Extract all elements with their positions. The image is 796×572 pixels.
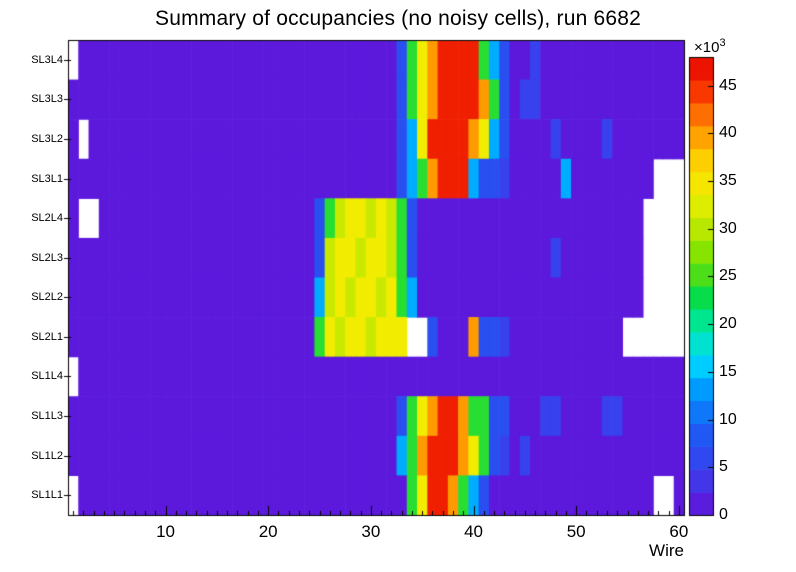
x-axis-tick-label: 60: [669, 522, 689, 541]
colorbar-scale-mantissa: ×10: [694, 39, 720, 56]
chart-title: Summary of occupancies (no noisy cells),…: [154, 7, 642, 30]
colorbar-tick-label: 10: [719, 410, 737, 428]
colorbar-tick-label: 35: [719, 172, 737, 190]
x-axis-title: Wire: [649, 541, 684, 560]
colorbar-tick-label: 15: [719, 362, 737, 380]
colorbar-scale-label: ×103: [694, 37, 726, 56]
colorbar-tick-label: 25: [719, 267, 737, 285]
x-axis-tick-label: 30: [361, 522, 381, 541]
colorbar-tick-label: 5: [719, 458, 728, 476]
y-axis-label: SL2L4: [31, 212, 63, 225]
x-axis-tick-label: 20: [258, 522, 278, 541]
x-axis-tick-label: 50: [566, 522, 586, 541]
colorbar-tick-label: 30: [719, 219, 737, 237]
y-axis-label: SL1L1: [31, 489, 63, 502]
x-axis-tick-label: 40: [464, 522, 483, 541]
y-axis-label: SL3L2: [31, 132, 63, 145]
y-axis-label: SL3L4: [31, 53, 63, 66]
colorbar-scale-exponent: 3: [719, 37, 726, 49]
colorbar-tick-label: 0: [719, 506, 728, 523]
y-axis-label: SL1L3: [31, 410, 63, 423]
y-axis-label: SL3L1: [31, 172, 63, 185]
y-axis-label: SL2L1: [31, 330, 63, 343]
colorbar-tick-label: 20: [719, 315, 737, 333]
y-axis-label: SL3L3: [31, 93, 63, 106]
colorbar-tick-label: 40: [719, 124, 737, 142]
y-axis-label: SL2L3: [31, 251, 63, 264]
y-axis-label: SL1L4: [31, 370, 63, 383]
x-axis-tick-label: 10: [156, 522, 175, 541]
colorbar-tick-label: 45: [719, 76, 737, 94]
y-axis-label: SL1L2: [31, 449, 63, 462]
y-axis-label: SL2L2: [31, 291, 63, 304]
